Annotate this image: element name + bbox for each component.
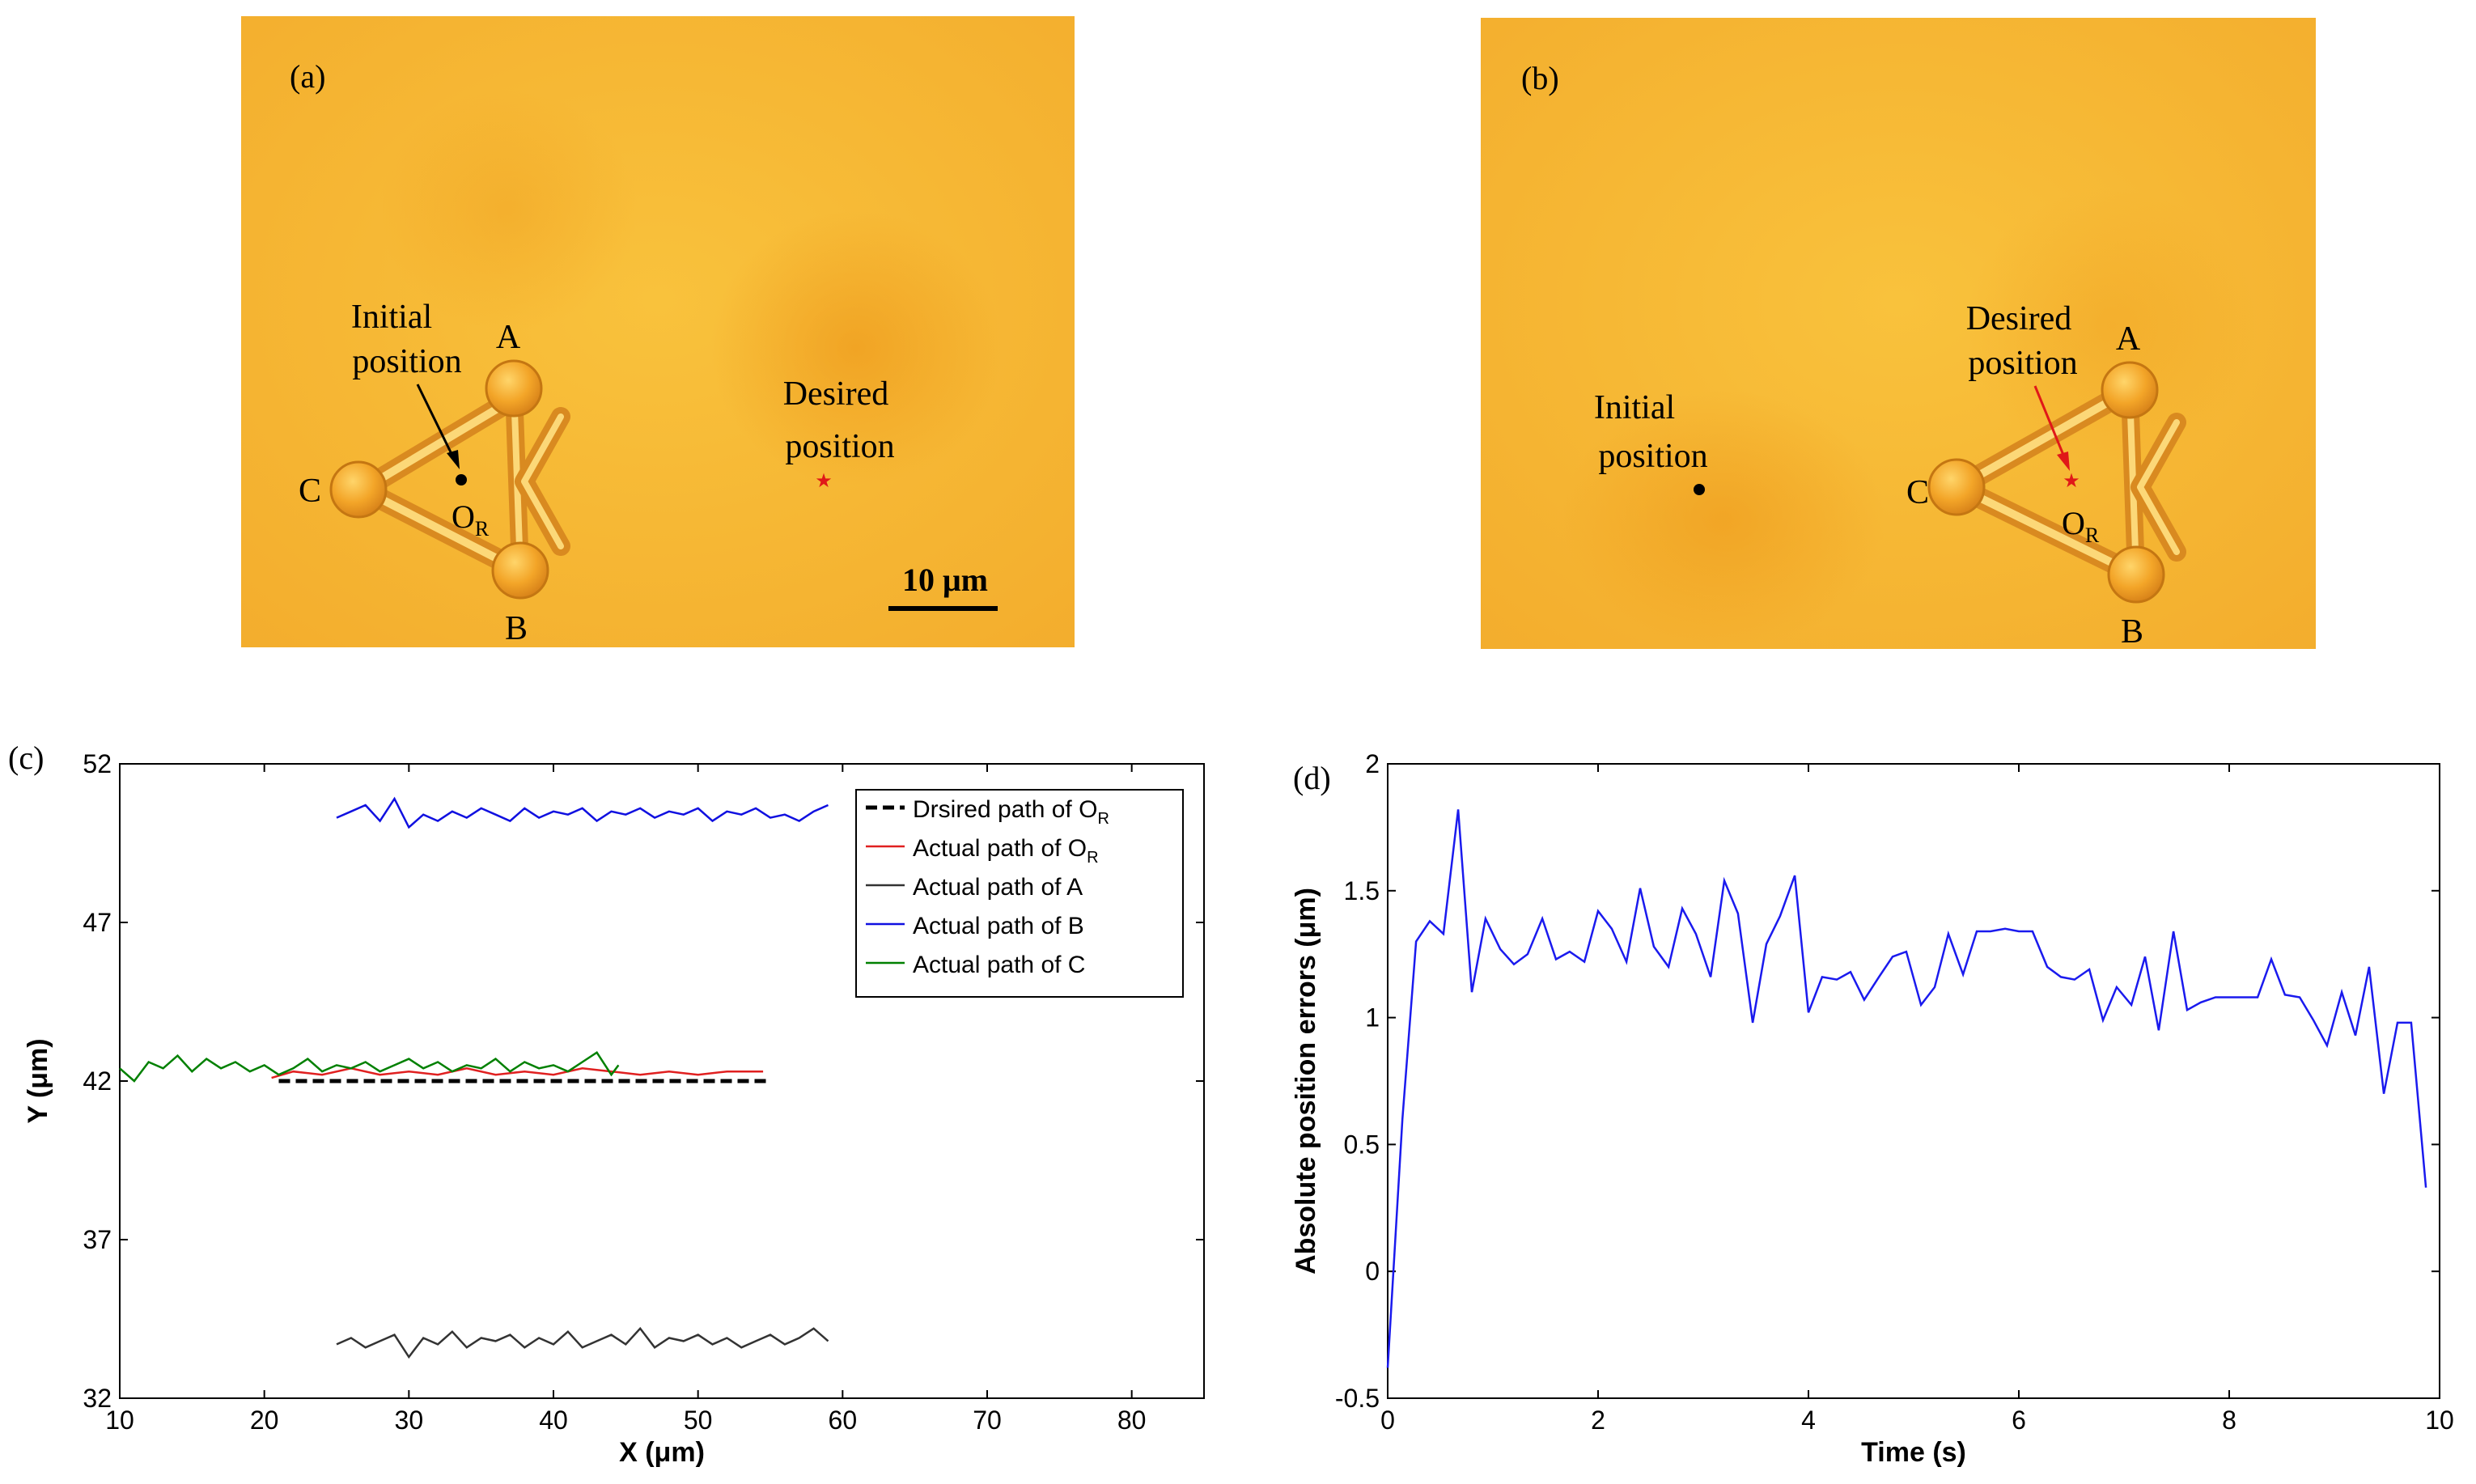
legend-entry-1: Actual path of OR: [913, 835, 1099, 867]
node-label-c: C: [299, 473, 321, 510]
x-tick-label: 2: [1591, 1406, 1605, 1435]
legend-entry-3: Actual path of B: [913, 913, 1084, 939]
series-line-0: [1386, 809, 2427, 1368]
x-tick-label: 6: [2012, 1406, 2026, 1435]
x-tick-label: 4: [1801, 1406, 1816, 1435]
center-label-or: OR: [452, 498, 490, 541]
desired-label-line2: position: [1968, 345, 2077, 382]
x-tick-label: 80: [1117, 1406, 1147, 1435]
x-tick-label: 20: [250, 1406, 279, 1435]
desired-label-line1: Desired: [1966, 300, 2072, 337]
legend-entry-4: Actual path of C: [913, 952, 1085, 978]
node-label-a: A: [496, 319, 521, 356]
x-tick-label: 10: [2425, 1406, 2454, 1435]
series-line-4: [119, 1050, 620, 1083]
node-label-a: A: [2116, 320, 2141, 358]
x-tick-label: 50: [684, 1406, 713, 1435]
initial-position-dot: [456, 474, 467, 485]
legend-box: [855, 789, 1184, 998]
x-tick-label: 8: [2222, 1406, 2236, 1435]
initial-arrow: [416, 384, 455, 458]
x-axis-label: Time (s): [1861, 1437, 1966, 1468]
initial-position-dot: [1694, 484, 1705, 495]
sphere-a: [2101, 361, 2159, 419]
y-tick-label: 1: [1365, 1003, 1380, 1032]
x-tick-label: 30: [395, 1406, 424, 1435]
node-label-b: B: [2121, 613, 2143, 649]
y-tick-label: 2: [1365, 749, 1380, 778]
legend-entry-0: Drsired path of OR: [913, 796, 1109, 828]
desired-label-line2: position: [785, 428, 894, 465]
initial-label-line1: Initial: [1594, 389, 1675, 426]
microrobot-b: [1927, 361, 2186, 604]
sphere-c: [329, 460, 388, 519]
x-tick-label: 60: [829, 1406, 858, 1435]
panel-label-a: (a): [290, 58, 325, 95]
panel-label-c: (c): [8, 740, 44, 776]
x-axis-label: X (μm): [619, 1437, 705, 1468]
chart-c: (c) 10 20 30 40 50 60 70 80 32 37 42 47 52 X (μm) Y …: [8, 740, 1205, 1468]
x-tick-label: 40: [539, 1406, 568, 1435]
node-label-c: C: [1906, 474, 1929, 511]
legend-entry-2: Actual path of A: [913, 874, 1083, 901]
microrobot-a: [329, 359, 570, 600]
y-tick-label: 32: [83, 1384, 112, 1413]
y-tick-label: 47: [83, 908, 112, 937]
initial-label-line2: position: [1598, 438, 1707, 475]
legend: Drsired path of OR Actual path of OR Actua…: [855, 789, 1184, 998]
series-line-1: [271, 1067, 764, 1079]
plot-area: [1387, 763, 2440, 1399]
panel-label-b: (b): [1521, 60, 1559, 96]
sphere-a: [485, 359, 543, 418]
series-line-2: [336, 1326, 829, 1359]
microscope-image-a: (a) A B C Initial position OR Desired po…: [241, 16, 1075, 647]
y-tick-label: 42: [83, 1066, 112, 1096]
series-line-3: [336, 796, 829, 829]
initial-label-line2: position: [352, 343, 461, 380]
scale-bar-label: 10 μm: [902, 562, 988, 598]
sphere-b: [2107, 545, 2165, 604]
desired-arrow: [2033, 385, 2067, 460]
panel-label-d: (d): [1293, 760, 1331, 796]
initial-label-line1: Initial: [351, 299, 432, 336]
desired-label-line1: Desired: [783, 375, 889, 413]
y-tick-label: 37: [83, 1225, 112, 1254]
x-tick-label: 70: [973, 1406, 1002, 1435]
y-tick-label: 1.5: [1344, 876, 1380, 905]
desired-position-star: ★: [815, 470, 833, 492]
x-tick-label: 10: [105, 1406, 134, 1435]
sphere-c: [1927, 458, 1986, 516]
center-label-or: OR: [2062, 505, 2100, 547]
desired-position-star: ★: [2063, 470, 2080, 492]
y-axis-label: Absolute position errors (μm): [1291, 888, 1321, 1274]
y-tick-label: 0.5: [1344, 1130, 1380, 1159]
sphere-b: [491, 541, 549, 600]
node-label-b: B: [505, 610, 528, 647]
y-axis-label: Y (μm): [23, 1038, 53, 1123]
chart-d: (d) 0 2 4 6 8 10-0.500.511.52 Time (s) Absolu…: [1291, 749, 2454, 1468]
y-tick-label: 0: [1365, 1257, 1380, 1286]
y-tick-label: -0.5: [1335, 1384, 1380, 1413]
y-tick-label: 52: [83, 749, 112, 778]
microscope-image-b: (b) A B C Initial position Desired posit…: [1481, 18, 2316, 649]
x-tick-label: 0: [1380, 1406, 1395, 1435]
